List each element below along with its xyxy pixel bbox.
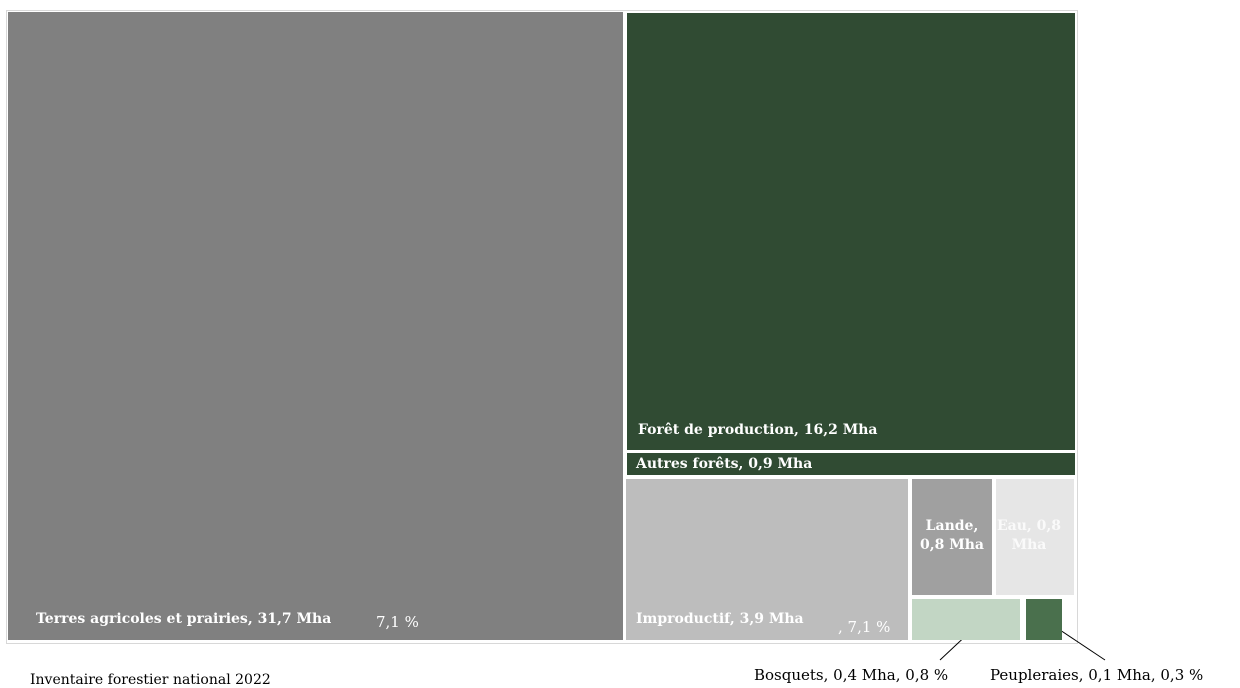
- tile-label: Terres agricoles et prairies, 31,7 Mha: [36, 611, 332, 627]
- share-label: 7,1 %: [376, 613, 419, 631]
- tile-label: Eau, 0,8 Mha: [996, 518, 1062, 553]
- tile: [996, 479, 1074, 595]
- tile: [912, 479, 992, 595]
- tile: [626, 479, 908, 640]
- tile: [8, 12, 623, 640]
- tile-label: Peupleraies, 0,1 Mha, 0,3 %: [990, 666, 1204, 684]
- frame: [6, 10, 1078, 644]
- tile-label: Bosquets, 0,4 Mha, 0,8 %: [754, 666, 949, 684]
- share-label: , 7,1 %: [838, 618, 891, 636]
- tile: [912, 599, 1020, 640]
- tile-label: Forêt de production, 16,2 Mha: [638, 422, 878, 438]
- tile: [627, 13, 1075, 450]
- leader-line: [1059, 629, 1106, 661]
- tile-label: Autres forêts, 0,9 Mha: [636, 456, 813, 472]
- tile: [627, 453, 1075, 475]
- tile: [1026, 599, 1062, 640]
- tile-label: Improductif, 3,9 Mha: [636, 611, 804, 627]
- source: Inventaire forestier national 2022: [30, 672, 271, 688]
- tile-label: Lande, 0,8 Mha: [920, 518, 984, 553]
